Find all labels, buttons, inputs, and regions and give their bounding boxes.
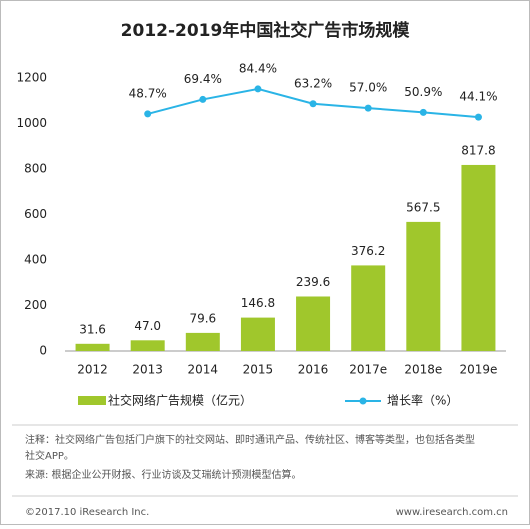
bar [75,343,110,351]
point [254,85,262,93]
point [309,100,317,108]
data-label: 567.5 [406,200,440,214]
note: 社交APP。 [25,449,74,462]
point [419,108,427,116]
legend-label: 社交网络广告规模（亿元） [108,393,252,408]
bar [130,340,165,351]
x-tick-label: 2015 [243,363,274,377]
data-label: 69.4% [184,72,222,86]
bar [351,265,386,351]
point [364,104,372,112]
source: 来源: 根据企业公开财报、行业访谈及艾瑞统计预测模型估算。 [25,468,302,481]
y-tick-label: 600 [24,207,47,221]
data-label: 48.7% [129,86,167,100]
bar [296,296,331,351]
x-tick-label: 2016 [298,363,329,377]
bar [240,317,275,351]
bar [185,332,220,351]
point [144,110,152,118]
x-tick-label: 2014 [188,363,219,377]
x-tick-label: 2018e [404,363,442,377]
data-label: 239.6 [296,275,330,289]
data-label: 376.2 [351,244,385,258]
x-tick-label: 2019e [459,363,497,377]
point [199,95,207,103]
chart-title: 2012-2019年中国社交广告市场规模 [121,20,411,41]
legend-swatch [359,397,367,405]
y-tick-label: 1000 [16,116,47,130]
x-tick-label: 2012 [77,363,108,377]
footer: www.iresearch.com.cn [396,507,508,518]
data-label: 63.2% [294,76,332,90]
data-label: 84.4% [239,61,277,75]
footer: ©2017.10 iResearch Inc. [25,507,149,518]
bar [461,164,496,351]
x-tick-label: 2013 [132,363,163,377]
legend-swatch [78,396,106,405]
data-label: 50.9% [404,85,442,99]
y-tick-label: 0 [39,344,47,358]
y-tick-label: 400 [24,253,47,267]
data-label: 146.8 [241,296,275,310]
data-label: 47.0 [134,319,161,333]
y-tick-label: 200 [24,298,47,312]
data-label: 57.0% [349,81,387,95]
data-label: 44.1% [459,90,497,104]
bar [406,221,441,351]
note: 注释：社交网络广告包括门户旗下的社交网站、即时通讯产品、传统社区、博客等类型，也… [25,433,475,446]
data-label: 79.6 [189,311,216,325]
point [474,113,482,121]
data-label: 817.8 [461,143,495,157]
data-label: 31.6 [79,322,106,336]
y-tick-label: 1200 [16,71,47,85]
legend-label: 增长率（%） [387,393,458,408]
y-tick-label: 800 [24,162,47,176]
x-tick-label: 2017e [349,363,387,377]
